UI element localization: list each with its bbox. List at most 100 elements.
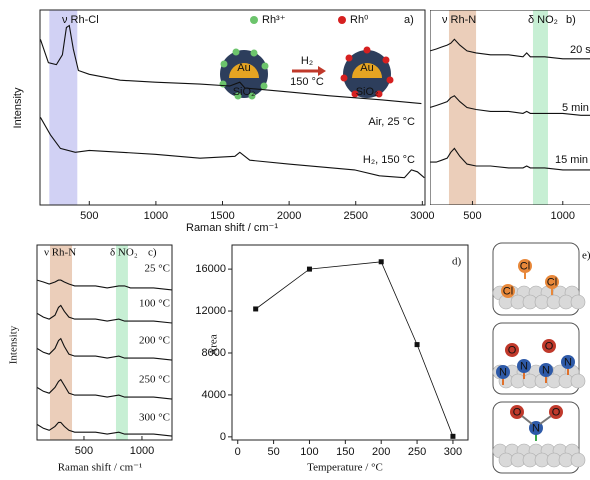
annotation: b) [566,14,576,26]
annotation: Au [237,62,250,74]
annotation: δ NO₂ [528,14,558,26]
annotation: H₂ [301,55,313,67]
series-line [36,337,173,361]
data-point [414,342,420,348]
annotation: Au [360,62,373,74]
atom-label: N [499,366,507,378]
atom-label: O [508,344,517,356]
series-label: 20 s [570,44,590,56]
particle-site [234,92,242,100]
x-tick-label: 500 [80,210,98,222]
highlight-band [49,10,78,205]
y-tick-label: 0 [220,431,226,443]
annotation: 150 °C [290,76,324,88]
atom-label: O [545,340,554,352]
x-axis-label: Temperature / °C [307,462,383,474]
x-axis-label: Raman shift / cm⁻¹ [58,462,143,474]
y-tick-label: 4000 [202,389,226,401]
x-tick-label: 2000 [277,210,301,222]
y-tick-label: 12000 [195,305,226,317]
y-axis-label: Intensity [8,325,20,364]
series-label: H₂, 150 °C [363,154,415,166]
y-tick-label: 8000 [202,347,226,359]
particle-site [351,90,359,98]
y-tick-label: 16000 [195,263,226,275]
atom-label: O [513,406,522,418]
data-point [450,433,456,439]
surface-atom [570,373,586,389]
plot-frame [39,9,426,206]
legend-dot [338,16,346,24]
series-line [36,304,173,324]
particle-core [229,63,259,78]
annotation: d) [452,256,462,268]
annotation: SiO₂ [233,86,256,98]
annotation: ν Rh-N [442,14,476,26]
atom-label: N [542,364,550,376]
adsorbate-atom [561,355,575,369]
data-point [378,259,384,265]
series-line [430,95,590,116]
series-line [430,147,590,171]
x-tick-label: 1000 [551,210,575,222]
particle-site [261,62,269,70]
series-line [430,38,590,60]
x-tick-label: 50 [267,446,279,458]
annotation: Rh⁰ [350,14,369,26]
atom-label: N [520,360,528,372]
particle-site [232,48,240,56]
legend-dot [250,16,258,24]
adsorbate-atom [505,343,519,357]
series-label: 15 min [555,154,588,166]
annotation: δ NO₂ [110,247,138,259]
adsorbate-atom [496,365,510,379]
series-label: 100 °C [139,298,170,310]
adsorbate-atom [542,339,556,353]
panel: 20 s 5 min 15 min ν Rh-N δ NO₂ b) [430,10,590,205]
plot-frame [231,244,469,441]
x-tick-label: 150 [336,446,354,458]
atom-label: N [564,356,572,368]
highlight-band [448,10,477,205]
x-tick-label: 300 [444,446,462,458]
particle-site [382,56,390,64]
annotation: a) [404,14,414,26]
x-tick-label: 2500 [343,210,367,222]
particle-site [386,76,394,84]
highlight-band [115,245,128,440]
x-tick-label: 500 [75,445,93,457]
annotation: SiO₂ [356,86,379,98]
highlight-band [532,10,548,205]
annotation: ν Rh-N [44,247,76,259]
atom-label: O [552,406,561,418]
adsorbate-atom [510,405,524,419]
series-label: 200 °C [139,335,170,347]
adsorbate-atom [549,405,563,419]
x-tick-label: 1500 [210,210,234,222]
adsorbate-atom [529,421,543,435]
particle-site [250,49,258,57]
x-tick-label: 500 [463,210,481,222]
particle-site [220,60,228,68]
particle-site [345,54,353,62]
y-axis-label: Area [208,334,220,355]
series-label: 5 min [562,102,589,114]
series-line [36,421,173,437]
x-tick-label: 100 [300,446,318,458]
adsorbate-atom [518,259,532,273]
adsorbate-atom [501,284,515,298]
atom-label: N [532,422,540,434]
series-label: Air, 25 °C [368,116,415,128]
atom-label: Cl [520,260,530,272]
plot-frame [36,244,173,441]
data-point [253,306,259,312]
x-tick-label: 250 [408,446,426,458]
series-label: 300 °C [139,412,170,424]
panel: d) [228,244,469,444]
annotation: Rh³⁺ [262,14,286,26]
series-label: 25 °C [145,263,171,275]
adsorbate-atom [539,363,553,377]
y-axis-label: Intensity [12,87,24,128]
x-tick-label: 200 [372,446,390,458]
